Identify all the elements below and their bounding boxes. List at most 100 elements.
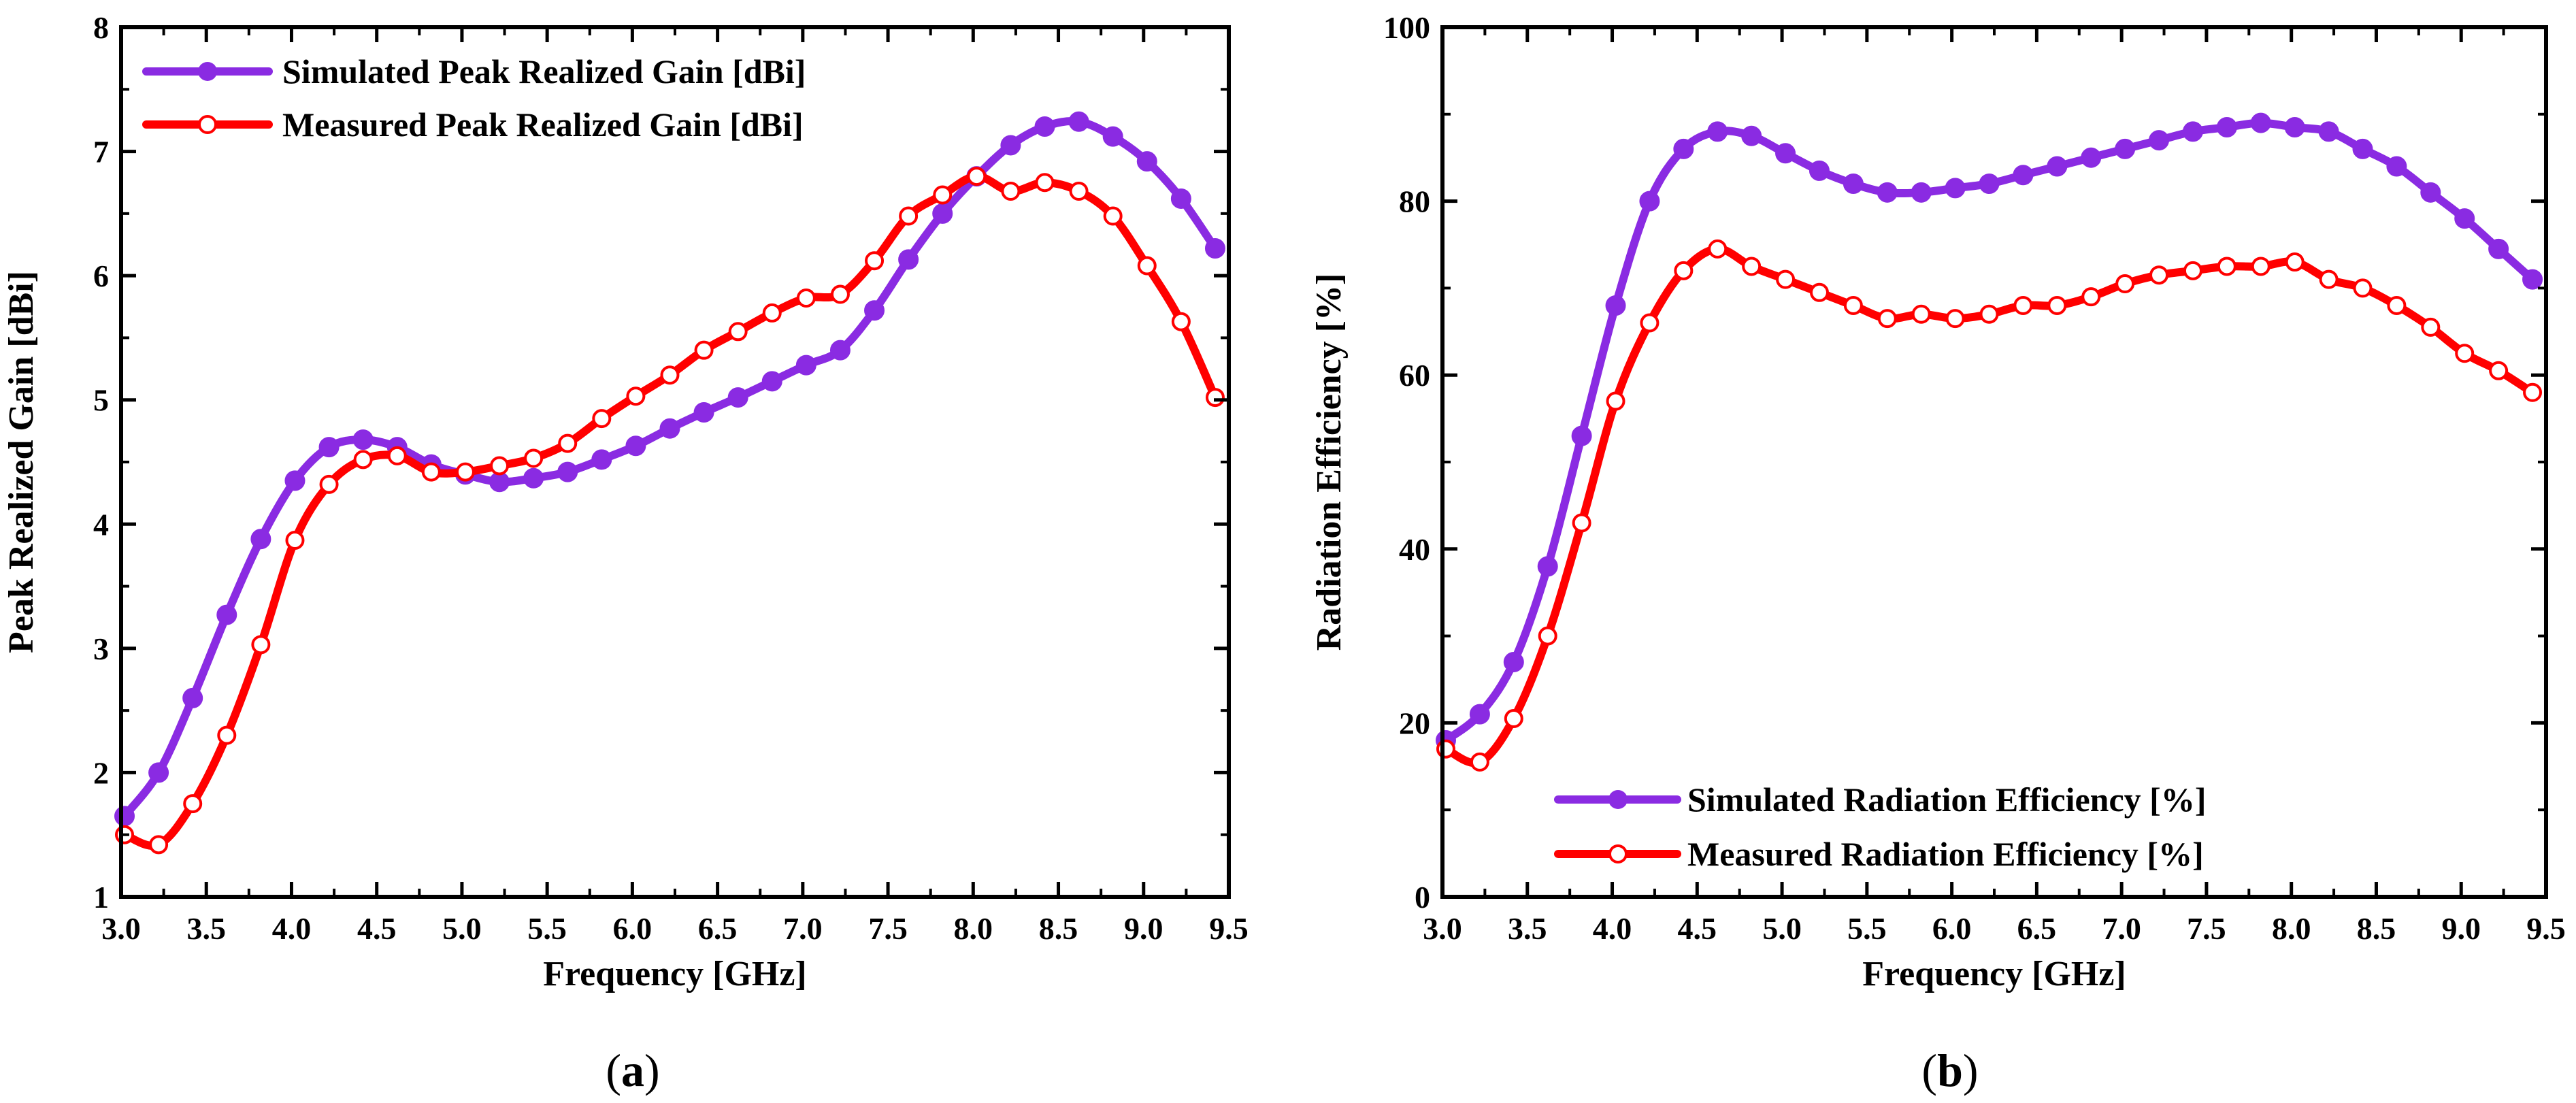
data-point-simulated: [1639, 191, 1660, 212]
x-tick-label: 5.5: [527, 911, 567, 946]
data-point-simulated: [1000, 135, 1021, 156]
data-point-simulated: [318, 437, 340, 458]
data-point-measured: [1470, 752, 1489, 772]
data-point-simulated: [761, 371, 782, 392]
data-point-simulated: [2318, 121, 2339, 142]
data-point-measured: [1035, 173, 1055, 193]
data-point-measured: [626, 386, 646, 406]
y-tick-label: 8: [93, 10, 109, 45]
data-point-measured: [1103, 206, 1123, 226]
y-tick-label: 60: [1399, 358, 1430, 393]
y-tick-label: 5: [93, 383, 109, 418]
y-tick-label: 1: [93, 880, 109, 915]
data-point-simulated: [114, 806, 135, 827]
y-tick-label: 0: [1415, 880, 1430, 915]
y-axis-title: Peak Realized Gain [dBi]: [2, 271, 41, 653]
data-point-simulated: [1707, 121, 1728, 142]
data-point-measured: [1137, 256, 1157, 276]
data-point-simulated: [1503, 651, 1524, 672]
data-point-measured: [387, 446, 407, 465]
data-point-simulated: [1673, 138, 1694, 159]
data-point-measured: [899, 206, 919, 226]
y-tick-label: 40: [1399, 532, 1430, 567]
data-point-simulated: [1843, 174, 1864, 195]
data-point-measured: [285, 531, 305, 550]
data-point-measured: [2285, 252, 2305, 272]
data-point-simulated: [1809, 160, 1830, 181]
data-point-simulated: [1068, 111, 1089, 132]
data-point-measured: [1205, 388, 1225, 408]
data-point-measured: [421, 462, 441, 482]
data-point-measured: [1504, 709, 1523, 729]
data-point-simulated: [1136, 151, 1157, 172]
caption-open: (: [606, 1044, 621, 1096]
legend: Simulated Peak Realized Gain [dBi] Measur…: [142, 52, 806, 144]
data-point-measured: [1171, 312, 1191, 331]
data-point-simulated: [1605, 295, 1626, 316]
plot-frame: [119, 25, 1231, 899]
x-tick-label: 7.0: [2102, 911, 2141, 946]
data-point-measured: [2149, 265, 2169, 285]
x-tick-label: 8.0: [954, 911, 993, 946]
data-point-simulated: [591, 449, 612, 470]
data-point-simulated: [148, 762, 169, 783]
data-point-measured: [2047, 295, 2067, 315]
data-point-simulated: [182, 687, 203, 708]
chart-b: 3.0 3.5 4.0 4.5 5.0 5.5 6.0 6.5 7.0 7.5 8.0 8.5 9.0 9…: [1310, 10, 2566, 1096]
data-point-measured: [2489, 361, 2509, 380]
data-point-measured: [830, 284, 850, 304]
data-point-measured: [1640, 313, 1659, 333]
data-point-simulated: [2182, 121, 2203, 142]
x-axis-title: Frequency [GHz]: [543, 955, 807, 993]
data-point-measured: [2081, 287, 2101, 307]
data-point-simulated: [2522, 269, 2543, 290]
x-tick-label: 7.0: [783, 911, 823, 946]
data-point-measured: [1911, 304, 1931, 324]
data-point-simulated: [727, 387, 748, 408]
data-point-simulated: [932, 203, 953, 224]
data-point-simulated: [898, 249, 919, 270]
data-point-measured: [2455, 344, 2475, 363]
data-point-measured: [2115, 274, 2135, 294]
x-tick-label: 6.5: [2017, 911, 2057, 946]
data-point-measured: [1606, 391, 1625, 411]
data-point-simulated: [659, 418, 680, 439]
data-point-measured: [1572, 513, 1591, 533]
data-point-simulated: [795, 355, 816, 376]
x-tick-label: 3.5: [186, 911, 226, 946]
x-tick-label: 6.5: [698, 911, 738, 946]
data-point-measured: [728, 322, 748, 342]
y-tick-label: 3: [93, 631, 109, 666]
x-tick-label: 8.0: [2272, 911, 2311, 946]
legend-marker-measured: [198, 115, 217, 134]
data-point-measured: [217, 725, 237, 745]
data-point-measured: [1843, 295, 1863, 315]
data-point-measured: [353, 450, 373, 470]
data-point-simulated: [284, 470, 306, 491]
data-point-simulated: [1170, 188, 1191, 209]
data-point-simulated: [216, 604, 237, 625]
data-point-simulated: [1469, 704, 1490, 725]
data-point-measured: [1809, 282, 1829, 302]
x-tick-label: 7.5: [868, 911, 908, 946]
legend-marker-simulated: [1608, 790, 1628, 809]
y-tick-label: 20: [1399, 706, 1430, 740]
panel-caption: (b): [1921, 1044, 1978, 1096]
data-point-simulated: [829, 340, 851, 361]
data-point-simulated: [1911, 182, 1932, 203]
panel-caption: (a): [606, 1044, 659, 1096]
data-point-simulated: [2013, 165, 2034, 186]
data-point-simulated: [2420, 182, 2441, 203]
data-point-measured: [1001, 181, 1021, 201]
data-point-measured: [558, 433, 578, 453]
data-point-simulated: [2149, 130, 2170, 151]
data-point-measured: [762, 303, 782, 323]
x-tick-label: 4.5: [1678, 911, 1717, 946]
y-tick-label: 4: [93, 507, 109, 542]
y-tick-label: 6: [93, 259, 109, 293]
data-point-measured: [933, 185, 953, 205]
x-tick-label: 4.5: [357, 911, 397, 946]
data-point-simulated: [2216, 116, 2237, 137]
data-point-measured: [967, 167, 987, 186]
x-axis-title: Frequency [GHz]: [1862, 955, 2126, 993]
